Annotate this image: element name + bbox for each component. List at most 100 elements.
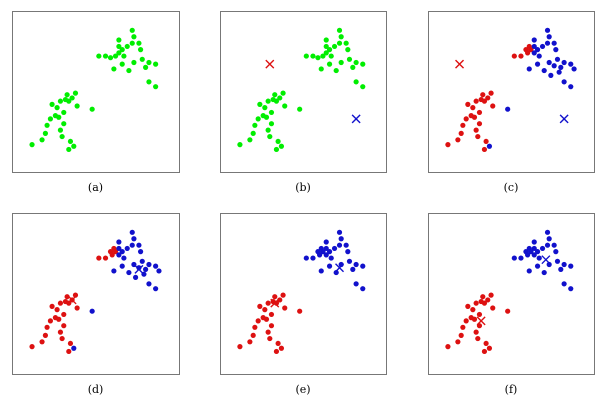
data-point xyxy=(42,130,49,136)
data-point xyxy=(112,249,119,255)
data-point xyxy=(136,40,142,46)
data-point xyxy=(323,50,329,56)
data-point xyxy=(323,245,329,252)
data-point xyxy=(546,236,552,242)
data-point xyxy=(526,268,532,274)
data-point xyxy=(66,146,72,153)
data-point xyxy=(345,249,351,255)
data-point xyxy=(554,258,561,264)
data-point xyxy=(473,300,479,306)
data-point xyxy=(282,103,288,109)
scatter-panel-6 xyxy=(428,213,595,375)
data-point xyxy=(64,92,70,98)
data-point xyxy=(485,297,491,303)
data-point xyxy=(345,47,351,53)
data-point xyxy=(531,50,537,56)
data-point xyxy=(61,121,67,127)
data-point xyxy=(268,109,275,116)
plot-frame xyxy=(428,11,595,173)
data-point xyxy=(360,84,366,90)
data-point xyxy=(262,307,268,313)
data-point xyxy=(350,64,356,70)
data-point xyxy=(551,63,557,69)
scatter-panel-5 xyxy=(220,213,387,375)
data-point xyxy=(57,98,64,104)
data-point xyxy=(139,56,145,62)
data-point xyxy=(318,268,324,274)
data-point xyxy=(257,101,263,107)
data-point xyxy=(61,323,67,329)
data-point xyxy=(102,255,109,261)
data-point xyxy=(353,281,359,287)
data-point xyxy=(153,61,159,67)
data-point xyxy=(481,146,488,153)
data-point xyxy=(350,266,356,272)
data-point xyxy=(255,318,261,324)
data-point xyxy=(278,345,285,351)
data-point xyxy=(531,43,537,50)
data-point xyxy=(473,329,479,335)
data-point xyxy=(544,242,551,248)
data-point xyxy=(531,252,537,258)
data-point xyxy=(534,47,541,53)
data-point xyxy=(250,130,256,136)
data-point xyxy=(531,37,537,43)
panel-label: (f) xyxy=(505,383,518,396)
data-point xyxy=(360,286,366,292)
data-point xyxy=(318,66,324,72)
data-point xyxy=(124,245,130,252)
data-point xyxy=(486,345,493,351)
data-point xyxy=(534,61,541,67)
data-point xyxy=(131,34,137,40)
data-point xyxy=(107,55,114,61)
data-point xyxy=(121,53,127,59)
data-point xyxy=(272,294,278,300)
centroid-marker xyxy=(67,295,77,305)
centroid-marker xyxy=(134,264,144,274)
data-point xyxy=(247,339,253,345)
data-point xyxy=(153,286,159,292)
data-point xyxy=(346,56,353,62)
data-point xyxy=(470,105,476,111)
data-point xyxy=(561,59,567,66)
data-point xyxy=(326,47,333,53)
data-point xyxy=(255,116,261,122)
data-point xyxy=(56,316,62,322)
data-point xyxy=(237,344,243,350)
data-point xyxy=(323,239,329,245)
data-point xyxy=(119,263,125,269)
data-point xyxy=(490,305,496,311)
panel-label: (d) xyxy=(88,383,104,396)
data-point xyxy=(568,84,574,90)
data-point xyxy=(554,56,561,62)
data-point xyxy=(331,43,338,50)
data-point xyxy=(69,95,75,101)
data-point xyxy=(333,67,339,74)
data-point xyxy=(273,146,280,153)
data-point xyxy=(116,37,122,43)
data-point xyxy=(146,261,152,268)
data-point xyxy=(518,255,524,261)
data-point xyxy=(146,281,152,287)
data-point xyxy=(561,261,567,268)
data-point xyxy=(338,236,344,242)
data-point xyxy=(74,305,80,311)
data-point xyxy=(476,109,483,116)
data-point xyxy=(89,106,95,112)
data-point xyxy=(541,269,547,276)
data-point xyxy=(320,249,326,255)
data-point xyxy=(56,114,62,120)
data-point xyxy=(317,252,323,258)
data-point xyxy=(146,79,152,85)
data-point xyxy=(272,92,278,98)
centroid-marker xyxy=(335,263,345,273)
data-point xyxy=(139,258,145,264)
centroid-stroke xyxy=(270,298,280,308)
data-point xyxy=(119,249,125,255)
data-point xyxy=(548,72,554,78)
data-point xyxy=(525,252,531,258)
panel-label: (e) xyxy=(295,383,310,396)
data-point xyxy=(111,268,117,274)
plot-frame xyxy=(428,213,595,375)
data-point xyxy=(571,66,577,72)
